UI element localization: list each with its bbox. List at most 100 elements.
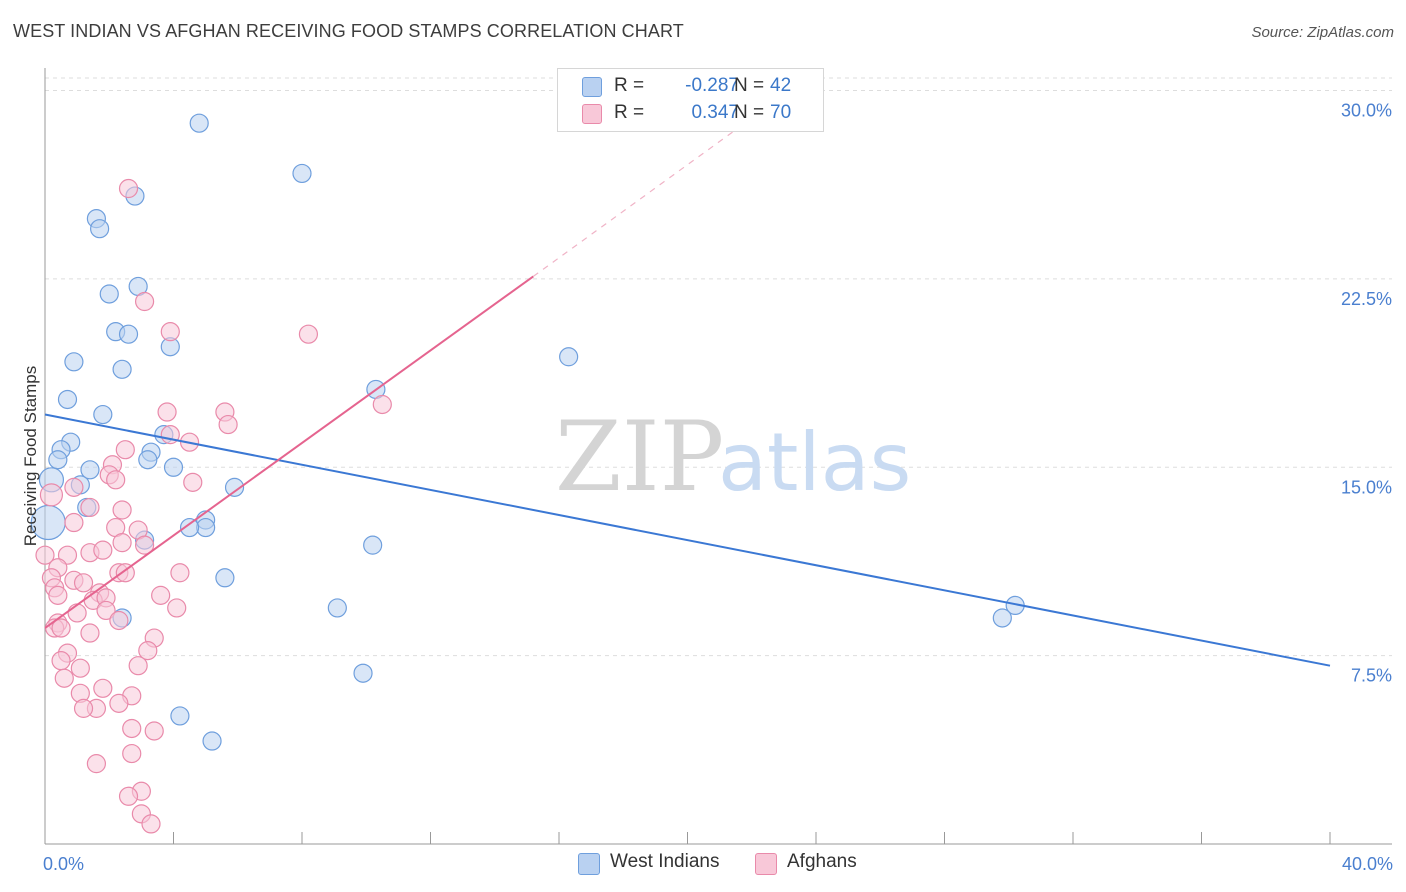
afghans-point — [134, 535, 155, 555]
afghans-point — [39, 483, 64, 507]
afghans-trendline-extrapolated — [532, 117, 753, 277]
afghans-point — [51, 618, 71, 638]
west-indians-point — [48, 450, 68, 470]
afghans-point — [64, 512, 84, 533]
legend-label: West Indians — [610, 851, 720, 872]
west-indians-point — [118, 324, 139, 344]
afghans-point — [151, 585, 171, 605]
afghans-point — [70, 658, 90, 678]
y-tick-label: 15.0% — [1341, 477, 1392, 497]
afghans-point — [118, 178, 139, 199]
afghans-point — [134, 291, 155, 312]
afghans-point — [128, 656, 148, 676]
west-indians-point — [90, 219, 110, 239]
west-indians-point — [138, 450, 158, 470]
y-axis-label: Receiving Food Stamps — [21, 366, 40, 546]
afghans-point — [73, 698, 94, 718]
points-layer — [30, 113, 1025, 834]
axis-layer — [44, 68, 1392, 845]
series-west-indians — [30, 113, 1025, 751]
afghans-point — [298, 324, 319, 344]
west-indians-point — [179, 517, 200, 538]
west-indians-trendline — [44, 413, 1331, 667]
afghans-point — [138, 641, 158, 661]
west-indians-point — [559, 347, 579, 367]
afghans-point — [109, 693, 129, 713]
chart-title: WEST INDIAN VS AFGHAN RECEIVING FOOD STA… — [13, 21, 684, 41]
legend-label: Afghans — [787, 851, 857, 872]
afghans-point — [112, 533, 132, 553]
series-afghans — [35, 178, 392, 834]
west-indians-point — [353, 663, 373, 683]
afghans-point — [80, 497, 100, 518]
west-indians-point — [292, 163, 312, 184]
west-indians-point — [93, 404, 113, 425]
afghans-point — [115, 440, 135, 460]
afghans-point — [93, 678, 113, 698]
afghans-point — [122, 743, 142, 764]
afghans-point — [106, 470, 126, 490]
afghans-point — [48, 585, 68, 605]
west-indians-point — [224, 477, 245, 497]
r-value: 0.347 — [691, 102, 739, 123]
y-tick-label: 22.5% — [1341, 289, 1392, 309]
afghans-trendline — [44, 275, 534, 629]
west-indians-point — [99, 284, 119, 304]
afghans-point — [144, 721, 164, 741]
watermark-zip: ZIP — [555, 401, 724, 513]
afghans-point — [93, 540, 113, 560]
afghans-point — [141, 814, 161, 834]
n-value: 70 — [770, 102, 792, 123]
r-label: R = — [614, 75, 645, 96]
west-indians-point — [363, 535, 383, 555]
y-tick-label: 30.0% — [1341, 101, 1392, 121]
afghans-point — [170, 563, 190, 583]
r-label: R = — [614, 102, 645, 123]
west-indians-point — [112, 359, 132, 379]
west-indians-point — [163, 457, 184, 477]
afghans-point — [160, 322, 180, 342]
n-value: 42 — [770, 75, 792, 96]
afghans-point — [112, 500, 132, 520]
r-value: -0.287 — [685, 75, 739, 96]
afghans-point — [80, 623, 100, 643]
west-indians-point — [992, 608, 1012, 628]
afghans-point — [35, 545, 55, 565]
afghans-point — [54, 668, 74, 688]
west-indians-point — [202, 731, 222, 751]
west-indians-point — [327, 598, 347, 618]
afghans-point — [218, 414, 238, 435]
west-indians-point — [57, 389, 78, 410]
afghans-point — [51, 651, 71, 671]
west-indians-point — [80, 460, 100, 480]
afghans-swatch — [582, 104, 602, 124]
afghans-point — [118, 786, 139, 806]
afghans-point — [96, 600, 116, 621]
afghans-point — [64, 477, 84, 497]
west-indians-swatch — [578, 853, 600, 875]
afghans-point — [157, 402, 177, 422]
afghans-point — [86, 754, 107, 774]
afghans-swatch — [755, 853, 777, 875]
watermark: ZIP atlas — [555, 401, 911, 513]
afghans-point — [372, 394, 392, 415]
x-tick-label: 40.0% — [1342, 854, 1393, 874]
west-indians-point — [64, 352, 84, 372]
afghans-point — [167, 598, 187, 618]
west-indians-point — [170, 706, 190, 726]
west-indians-swatch — [582, 77, 602, 97]
n-label: N = — [734, 75, 765, 96]
watermark-atlas: atlas — [718, 416, 911, 509]
source-credit: Source: ZipAtlas.com — [1251, 24, 1394, 41]
afghans-point — [115, 563, 135, 583]
trend-layer — [44, 117, 1331, 667]
afghans-point — [109, 610, 129, 631]
y-tick-label: 7.5% — [1351, 666, 1392, 686]
label-layer: Receiving Food Stamps 7.5% 15.0% 22.5% 30.0… — [21, 101, 1393, 874]
x-tick-label: 0.0% — [43, 854, 84, 874]
afghans-point — [183, 472, 203, 492]
n-label: N = — [734, 102, 765, 123]
west-indians-point — [196, 517, 216, 538]
afghans-point — [122, 718, 142, 739]
